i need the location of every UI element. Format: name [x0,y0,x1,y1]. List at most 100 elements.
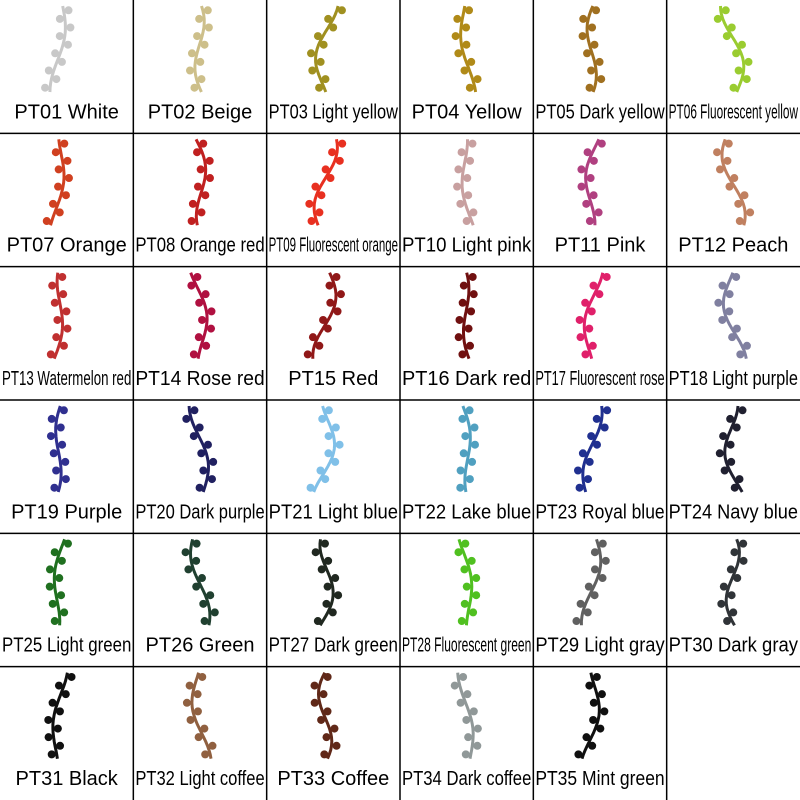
pompom [310,698,319,707]
pompom [456,698,465,707]
pompom [55,14,64,23]
pompom [181,548,190,557]
swatch-label: PT29 Light gray [535,635,664,657]
swatch: PT11 Pink [555,138,646,257]
pompom [63,324,72,333]
swatch-label: PT30 Dark gray [669,635,798,657]
swatch-label: PT27 Dark green [269,635,398,657]
swatch: PT09 Fluorescent orange [269,139,398,257]
swatch-label: PT23 Royal blue [535,501,664,523]
pompom [466,341,475,350]
swatch: PT35 Mint green [535,672,665,790]
pompom [718,315,727,324]
pompom [454,333,463,342]
pompom [200,617,209,626]
pompom [583,608,592,617]
pompom [578,32,587,41]
pompom [49,199,58,208]
pompom [199,599,208,608]
pompom [202,341,211,350]
pompom [57,591,66,600]
pompom [307,217,316,226]
pompom [594,208,603,217]
swatch: PT31 Black [16,672,119,790]
pompom [49,449,58,458]
swatch: PT01 White [14,5,119,123]
pompom [48,281,57,290]
swatch: PT19 Purple [11,405,122,523]
swatch: PT30 Dark gray [669,538,798,657]
pompom [197,449,206,458]
swatch: PT33 Coffee [277,672,389,790]
pompom [735,475,744,484]
pompom [466,156,475,165]
pompom [723,156,732,165]
pompom [331,457,340,466]
swatch: PT16 Dark red [402,272,531,390]
swatch-label: PT34 Dark coffee [402,768,531,790]
pompom [732,272,741,281]
pompom [201,191,210,200]
pompom [324,14,333,23]
pompom [330,724,339,733]
pompom [737,40,746,49]
pompom [472,574,481,583]
pompom [55,707,64,716]
pompom [722,32,731,41]
pompom [53,724,62,733]
pompom [596,724,605,733]
pompom [59,341,68,350]
pompom [581,350,590,359]
pompom [194,733,203,742]
swatch-label: PT05 Dark yellow [535,101,665,123]
pompom [739,556,748,565]
pompom [198,672,207,681]
trim-cord [51,672,69,759]
pompom [321,475,330,484]
pompom [58,440,67,449]
swatch: PT25 Light green [2,538,131,657]
pompom [317,715,326,724]
pompom [727,23,736,32]
pompom [714,298,723,307]
pompom [725,290,734,299]
pompom [584,475,593,484]
pompom [44,66,53,75]
swatch: PT04 Yellow [412,5,522,123]
pompom [458,414,467,423]
trim-cord [580,672,601,760]
pompom [589,698,598,707]
pompom [598,539,607,548]
pompom [470,440,479,449]
pompom [730,174,739,183]
trim-cord [579,538,603,626]
pompom [736,350,745,359]
pompom [715,449,724,458]
swatch-label: PT09 Fluorescent orange [269,235,398,257]
pompom [335,440,344,449]
pompom [44,733,53,742]
pompom [192,582,201,591]
pompom [603,406,612,415]
pompom [463,174,472,183]
pompom [450,681,459,690]
pompom [331,574,340,583]
pompom [55,208,64,217]
pompom [456,466,465,475]
pompom [572,617,581,626]
swatch-label: PT17 Fluorescent rose [535,368,664,390]
pompom [725,182,734,191]
pompom [199,139,208,148]
pompom [742,75,751,84]
pompom [601,556,610,565]
swatch-label: PT16 Dark red [402,368,531,390]
pompom [744,57,753,66]
pompom [187,217,196,226]
pompom [208,741,217,750]
pompom [587,432,596,441]
pompom [185,681,194,690]
pompom [732,49,741,58]
pompom [326,174,335,183]
pompom [337,6,346,15]
pompom [207,475,216,484]
